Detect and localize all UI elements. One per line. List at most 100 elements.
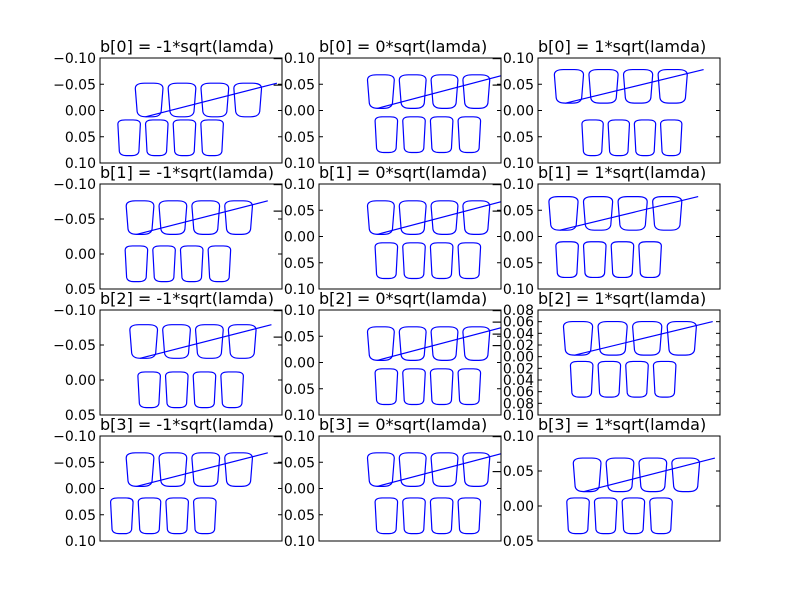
outline-group <box>567 458 715 534</box>
axes-frame <box>99 309 283 416</box>
outline-group <box>118 83 277 155</box>
axes-frame <box>99 57 283 164</box>
diagonal-line <box>136 201 267 235</box>
y-tick-label: 0.10 <box>284 408 315 424</box>
lower-outline <box>173 120 195 156</box>
subplot-title: b[2] = -1*sqrt(lamda) <box>100 289 274 308</box>
outline-group <box>130 325 272 408</box>
upper-outline <box>463 75 490 109</box>
lower-outline <box>111 498 133 534</box>
upper-outline <box>399 453 426 487</box>
axes-frame <box>99 183 283 290</box>
lower-outline <box>153 246 175 282</box>
upper-outline <box>589 70 618 104</box>
upper-outline <box>228 325 256 359</box>
y-tick-label: 0.05 <box>65 130 96 146</box>
upper-outline <box>225 453 253 487</box>
y-tick-label: −0.10 <box>491 177 534 193</box>
diagonal-line <box>560 197 698 231</box>
y-tick-label: −0.02 <box>491 338 534 354</box>
lower-outline <box>458 243 480 279</box>
lower-outline <box>582 120 603 156</box>
y-tick-label: 0.05 <box>284 508 315 524</box>
y-tick-label: 0.05 <box>65 508 96 524</box>
lower-outline <box>430 117 452 153</box>
lower-outline <box>138 498 160 534</box>
y-tick-label: 0.05 <box>503 130 534 146</box>
outline-group <box>563 322 712 398</box>
lower-outline <box>639 242 661 278</box>
subplot-title: b[2] = 0*sqrt(lamda) <box>319 289 487 308</box>
y-tick-label: −0.05 <box>491 464 534 480</box>
subplot-title: b[1] = 1*sqrt(lamda) <box>538 163 706 182</box>
upper-outline <box>463 453 490 487</box>
y-tick-label: 0.00 <box>65 104 96 120</box>
diagonal-line <box>136 453 267 487</box>
outline-group <box>367 453 504 534</box>
lower-outline <box>611 242 633 278</box>
lower-outline <box>180 246 202 282</box>
upper-outline <box>431 75 458 109</box>
y-tick-label: −0.10 <box>272 51 315 67</box>
y-tick-label: −0.10 <box>53 429 96 445</box>
diagonal-line <box>377 201 504 235</box>
y-tick-label: 0.00 <box>65 247 96 263</box>
outline-group <box>111 453 268 534</box>
y-tick-label: −0.05 <box>491 203 534 219</box>
subplot-title: b[0] = 0*sqrt(lamda) <box>319 37 487 56</box>
y-tick-label: −0.10 <box>53 177 96 193</box>
y-tick-label: −0.05 <box>491 77 534 93</box>
lower-outline <box>403 117 425 153</box>
diagonal-line <box>377 327 504 361</box>
lower-outline <box>458 498 480 534</box>
y-tick-label: −0.10 <box>491 429 534 445</box>
outline-group <box>367 75 504 153</box>
y-tick-label: −0.10 <box>53 303 96 319</box>
subplot-title: b[0] = -1*sqrt(lamda) <box>100 37 274 56</box>
lower-outline <box>403 369 425 405</box>
y-tick-label: −0.05 <box>272 77 315 93</box>
upper-outline <box>399 327 426 361</box>
y-tick-label: −0.10 <box>491 51 534 67</box>
subplot-title: b[0] = 1*sqrt(lamda) <box>538 37 706 56</box>
lower-outline <box>166 372 188 408</box>
y-tick-label: −0.10 <box>272 429 315 445</box>
y-tick-label: 0.05 <box>503 256 534 272</box>
subplot: b[2] = 1*sqrt(lamda)−0.08−0.06−0.04−0.02… <box>491 289 721 424</box>
upper-outline <box>584 197 613 231</box>
diagonal-line <box>146 83 277 117</box>
subplot: b[1] = -1*sqrt(lamda)−0.10 −0.05 0.00 0.05 <box>53 163 283 298</box>
y-tick-label: 0.10 <box>503 408 534 424</box>
subplot-title: b[3] = -1*sqrt(lamda) <box>100 415 274 434</box>
y-tick-label: 0.00 <box>284 104 315 120</box>
axes-frame <box>318 183 502 290</box>
y-tick-label: −0.10 <box>53 51 96 67</box>
y-tick-label: 0.05 <box>65 408 96 424</box>
y-tick-label: 0.00 <box>503 230 534 246</box>
y-tick-label: −0.06 <box>491 315 534 331</box>
subplot: b[0] = -1*sqrt(lamda)−0.10 −0.05 0.00 0.05 0… <box>53 37 283 172</box>
y-tick-label: 0.00 <box>65 482 96 498</box>
y-tick-label: 0.05 <box>65 282 96 298</box>
y-tick-label: 0.10 <box>284 282 315 298</box>
diagonal-line <box>140 325 271 359</box>
y-tick-label: 0.05 <box>284 382 315 398</box>
y-tick-label: 0.10 <box>284 156 315 172</box>
subplot-title: b[1] = 0*sqrt(lamda) <box>319 163 487 182</box>
upper-outline <box>618 197 647 231</box>
subplot: b[3] = 1*sqrt(lamda)−0.10 −0.05 0.00 0.05 <box>491 415 721 550</box>
diagonal-line <box>377 75 504 109</box>
lower-outline <box>598 361 620 397</box>
upper-outline <box>367 75 394 109</box>
y-tick-label: −0.08 <box>491 303 534 319</box>
y-tick-label: 0.00 <box>503 104 534 120</box>
lower-outline <box>626 361 648 397</box>
upper-outline <box>463 201 490 235</box>
lower-outline <box>194 498 216 534</box>
y-tick-label: −0.05 <box>272 203 315 219</box>
subplot: b[2] = -1*sqrt(lamda)−0.10 −0.05 0.00 0.05 <box>53 289 283 424</box>
lower-outline <box>403 498 425 534</box>
upper-outline <box>573 458 601 492</box>
lower-outline <box>567 498 589 534</box>
